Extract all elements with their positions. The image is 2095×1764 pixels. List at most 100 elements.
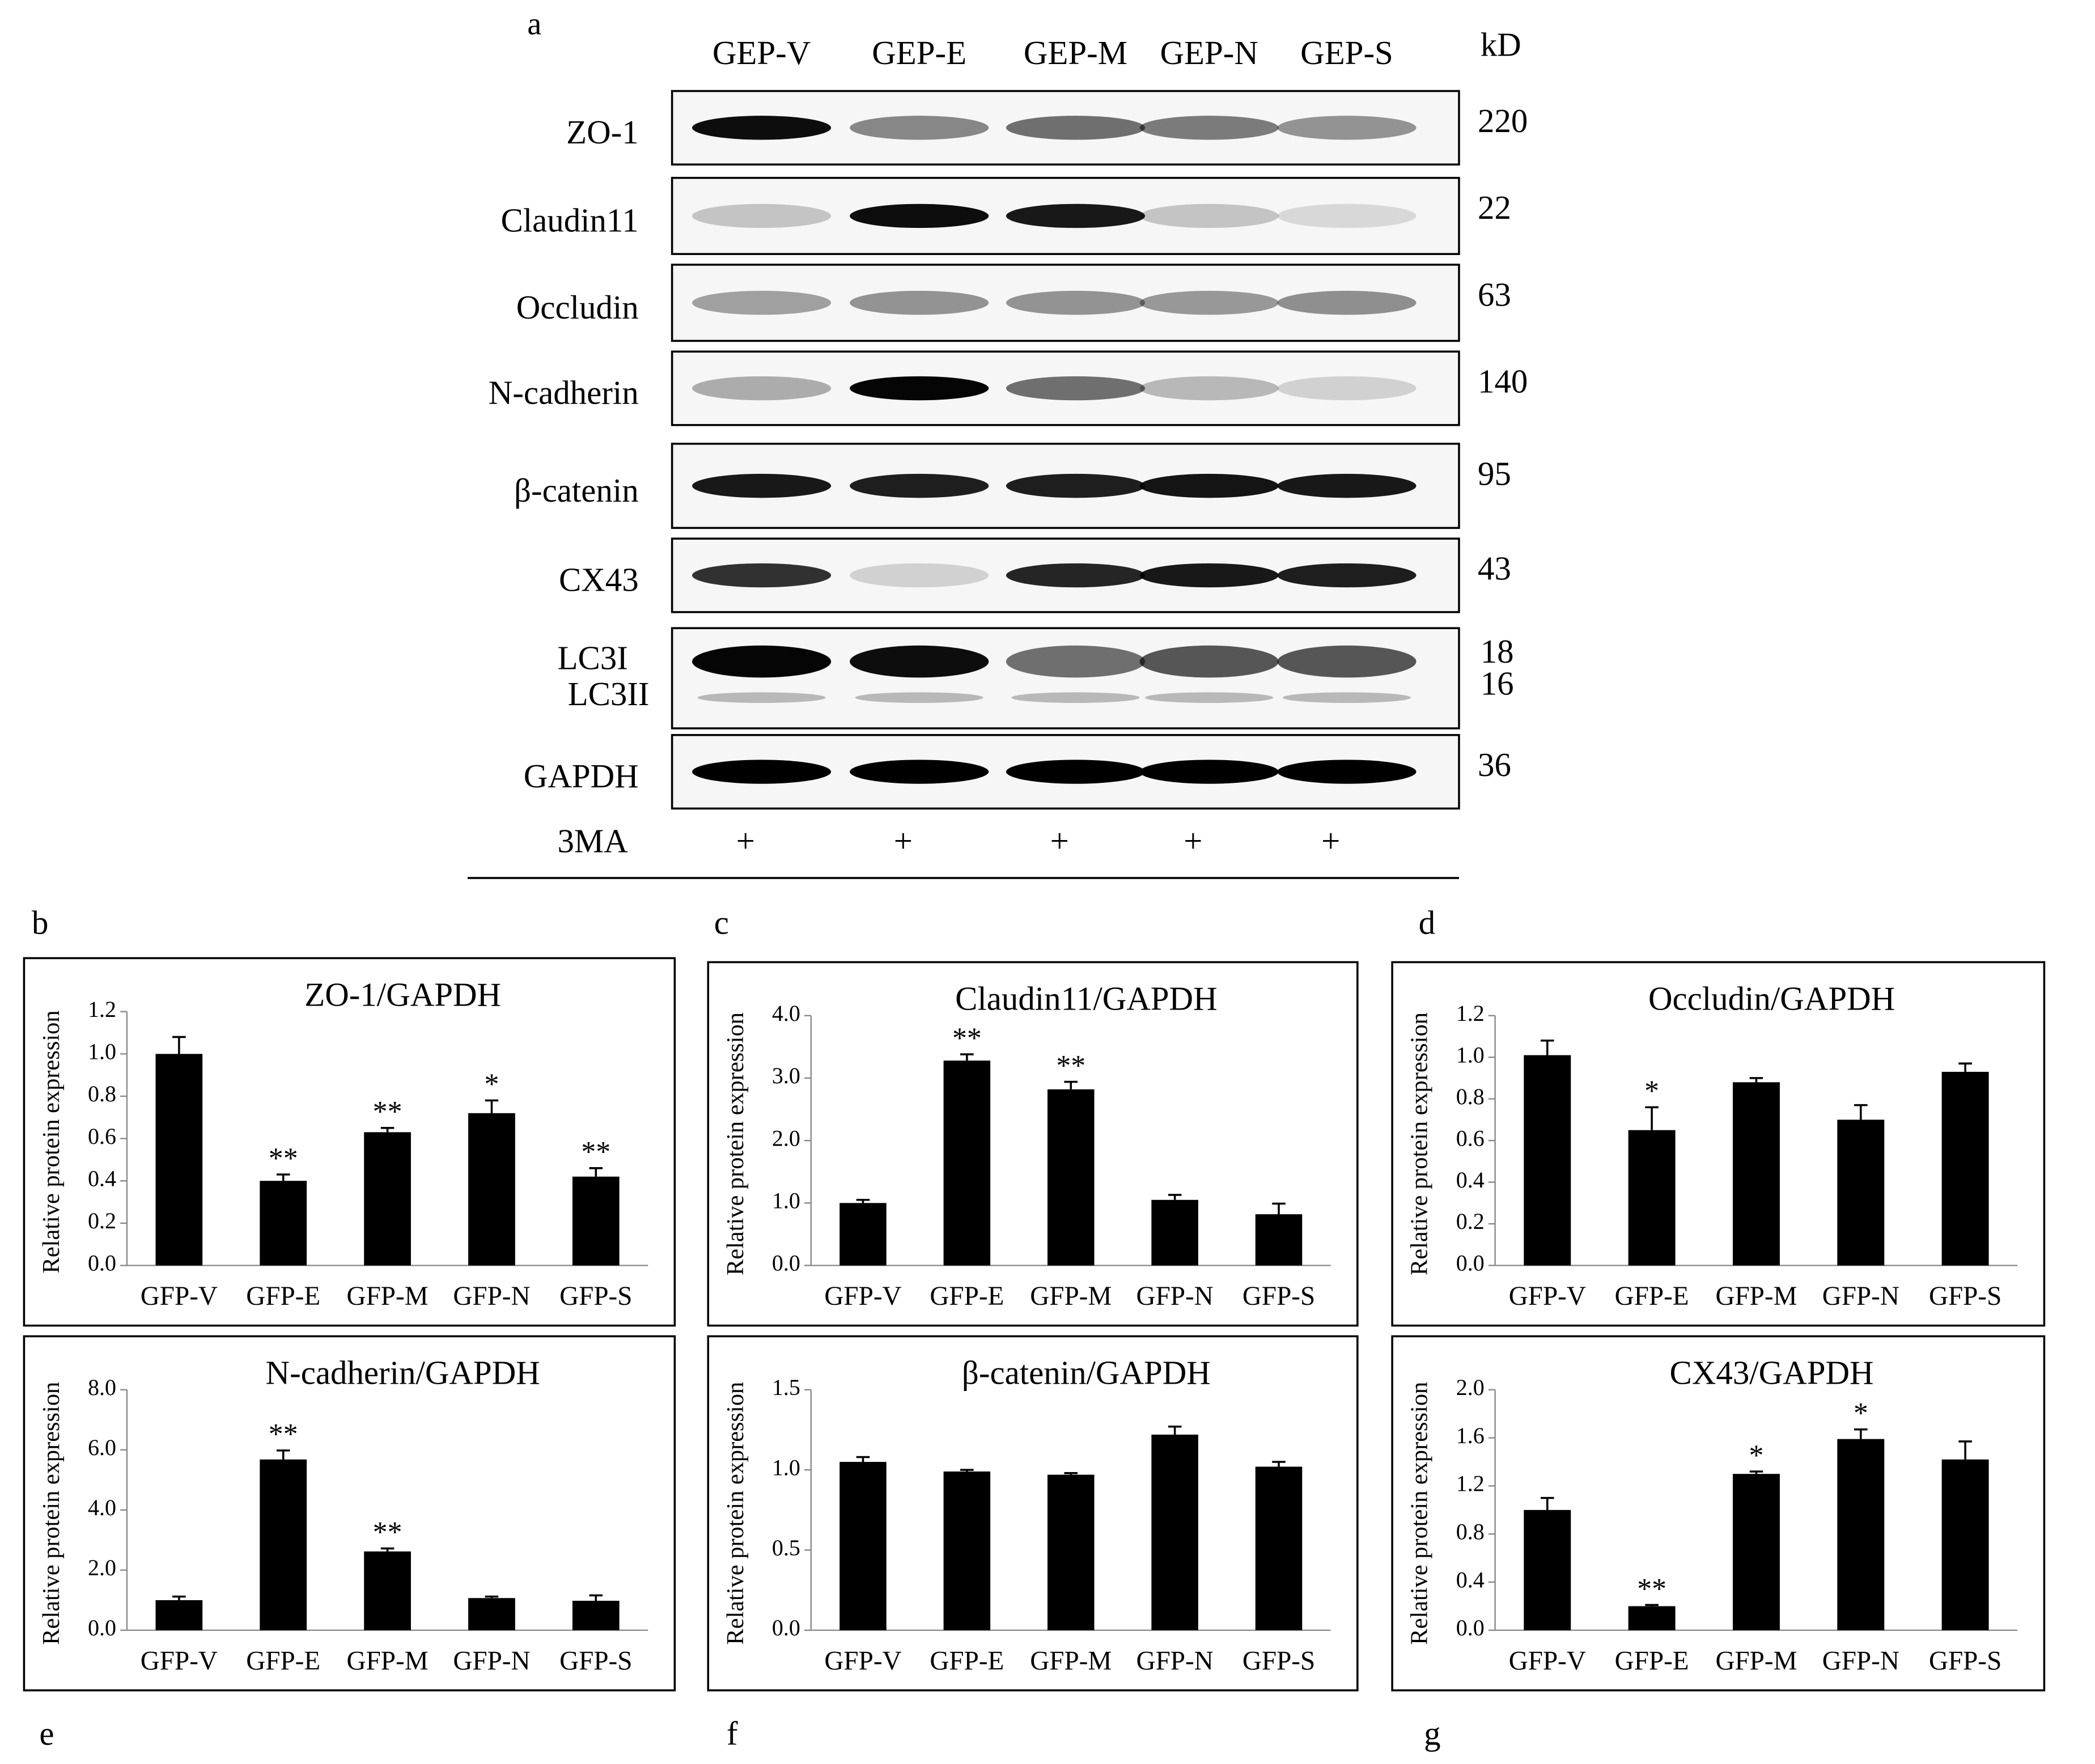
band	[850, 563, 989, 588]
row-label: CX43	[559, 561, 639, 599]
row-label: β-catenin	[514, 472, 639, 509]
chart-title: N-cadherin/GAPDH	[266, 1354, 540, 1392]
significance: **	[269, 1142, 298, 1174]
x-tick-label: GFP-S	[1242, 1282, 1315, 1311]
x-tick-label: GFP-S	[1929, 1282, 2001, 1311]
y-axis-label: Relative protein expression	[722, 1012, 749, 1275]
unit-label: kD	[1481, 26, 1521, 63]
kd-label: 63	[1478, 275, 1511, 313]
y-tick-label: 1.0	[1456, 1042, 1485, 1067]
bar	[1151, 1199, 1198, 1266]
x-tick-label: GFP-N	[453, 1282, 530, 1311]
band	[1277, 473, 1417, 498]
treatment-mark: +	[894, 822, 913, 860]
bar	[1941, 1071, 1989, 1266]
bar	[1255, 1466, 1303, 1630]
lane-label: GEP-M	[1024, 34, 1127, 71]
bar	[1837, 1120, 1885, 1266]
y-axis-label: Relative protein expression	[1406, 1012, 1433, 1275]
x-tick-label: GFP-V	[1509, 1647, 1586, 1676]
panel-label: g	[1424, 1715, 1440, 1752]
x-tick-label: GFP-V	[141, 1647, 218, 1676]
chart-title: CX43/GAPDH	[1670, 1354, 1874, 1392]
blot-frame	[671, 264, 1460, 342]
kd-label: 220	[1478, 102, 1528, 139]
kd-label: 140	[1478, 363, 1528, 400]
significance: *	[1749, 1439, 1764, 1472]
kd-label: 22	[1478, 189, 1511, 226]
band	[1277, 563, 1417, 588]
band	[692, 563, 832, 588]
bar	[943, 1471, 991, 1630]
chart-title: Occludin/GAPDH	[1648, 980, 1895, 1017]
y-tick-label: 6.0	[88, 1435, 116, 1460]
y-axis-label: Relative protein expression	[1406, 1382, 1433, 1645]
row-label: Claudin11	[501, 202, 638, 239]
x-tick-label: GFP-E	[930, 1282, 1004, 1311]
row-label: ZO-1	[566, 113, 639, 151]
band	[1139, 290, 1279, 315]
x-tick-label: GFP-S	[1929, 1647, 2001, 1676]
band	[850, 473, 989, 498]
y-tick-label: 1.0	[772, 1188, 800, 1214]
x-tick-label: GFP-E	[1615, 1647, 1689, 1676]
chart-title: β-catenin/GAPDH	[962, 1354, 1211, 1392]
band	[850, 203, 989, 228]
panel-label: e	[39, 1715, 54, 1752]
blot-frame	[671, 627, 1460, 730]
chart-frame	[23, 1335, 676, 1691]
treatment-mark: +	[1321, 822, 1340, 860]
band	[692, 376, 832, 401]
y-tick-label: 0.5	[772, 1535, 800, 1561]
significance: **	[269, 1418, 298, 1451]
bar	[839, 1462, 887, 1630]
y-tick-label: 2.0	[88, 1555, 116, 1580]
bar	[364, 1132, 411, 1266]
x-tick-label: GFP-N	[1136, 1647, 1214, 1676]
y-tick-label: 4.0	[772, 1000, 800, 1026]
x-tick-label: GFP-E	[930, 1647, 1004, 1676]
band	[1011, 692, 1140, 703]
band	[692, 760, 832, 784]
band	[1277, 645, 1417, 678]
chart-frame	[707, 961, 1359, 1327]
lane-label: GEP-S	[1300, 34, 1393, 71]
bar	[1628, 1606, 1676, 1630]
bar	[572, 1176, 620, 1266]
significance: **	[373, 1096, 402, 1128]
row-label: N-cadherin	[489, 374, 639, 412]
y-tick-label: 0.4	[1456, 1167, 1485, 1193]
bar	[1151, 1434, 1198, 1630]
y-tick-label: 0.2	[88, 1208, 116, 1233]
treatment-label: 3MA	[557, 822, 628, 860]
significance: *	[1644, 1075, 1659, 1108]
row-label: Occludin	[516, 289, 639, 326]
x-tick-label: GFP-V	[141, 1282, 218, 1311]
y-tick-label: 1.2	[88, 997, 116, 1022]
x-tick-label: GFP-M	[347, 1282, 429, 1311]
bar	[572, 1601, 620, 1630]
band	[1277, 376, 1417, 401]
band	[1006, 376, 1146, 401]
lane-label: GEP-V	[713, 34, 811, 71]
y-tick-label: 0.6	[88, 1123, 116, 1149]
chart-frame	[707, 1335, 1359, 1691]
bar	[1732, 1474, 1780, 1630]
y-tick-label: 1.0	[772, 1455, 800, 1480]
y-tick-label: 3.0	[772, 1063, 800, 1088]
x-tick-label: GFP-N	[1822, 1647, 1899, 1676]
band	[692, 116, 832, 140]
x-tick-label: GFP-S	[1242, 1647, 1315, 1676]
band	[692, 473, 832, 498]
bar	[364, 1551, 411, 1630]
x-tick-label: GFP-M	[1030, 1647, 1112, 1676]
x-tick-label: GFP-N	[1822, 1282, 1899, 1311]
bar	[1524, 1055, 1571, 1266]
significance: **	[1637, 1573, 1666, 1605]
x-tick-label: GFP-M	[1715, 1282, 1797, 1311]
y-axis-label: Relative protein expression	[38, 1010, 65, 1273]
band	[850, 645, 989, 678]
bar	[155, 1600, 203, 1630]
band	[1145, 692, 1274, 703]
y-tick-label: 1.2	[1456, 1000, 1485, 1026]
